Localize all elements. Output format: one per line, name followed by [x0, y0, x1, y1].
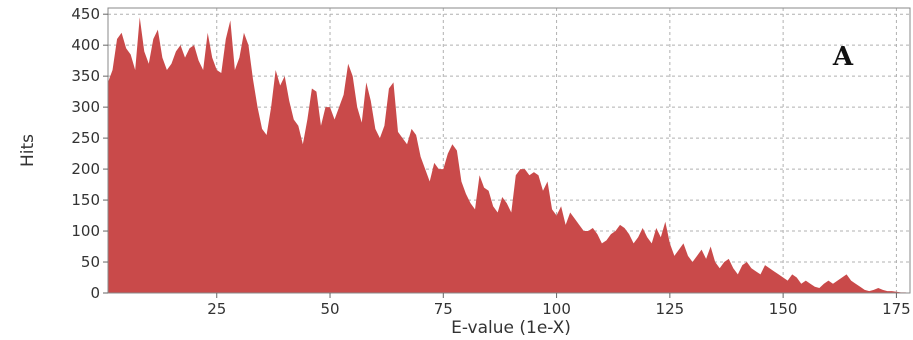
x-tick-label: 125: [656, 300, 685, 318]
y-tick-label: 450: [71, 5, 100, 23]
panel-letter: A: [832, 42, 854, 72]
y-tick-label: 50: [81, 253, 100, 271]
x-tick-label: 150: [769, 300, 798, 318]
y-tick-label: 350: [71, 67, 100, 85]
y-tick-label: 300: [71, 98, 100, 116]
x-axis-title: E-value (1e-X): [451, 318, 571, 338]
x-tick-label: 25: [207, 300, 226, 318]
y-tick-label: 150: [71, 191, 100, 209]
y-tick-label: 200: [71, 160, 100, 178]
x-tick-label: 175: [882, 300, 911, 318]
x-tick-label: 75: [434, 300, 453, 318]
x-tick-label: 50: [320, 300, 339, 318]
x-tick-label: 100: [542, 300, 571, 318]
y-tick-label: 250: [71, 129, 100, 147]
y-tick-label: 100: [71, 222, 100, 240]
y-tick-label: 400: [71, 36, 100, 54]
y-axis-title: Hits: [18, 134, 38, 167]
plot-frame: [107, 7, 911, 294]
y-tick-label: 0: [90, 284, 100, 302]
hits-area: [108, 17, 910, 293]
axis-ticks: 0 50 100 150 200 250 300 350 400 450 25 50 75 100 125 1…: [71, 5, 910, 318]
